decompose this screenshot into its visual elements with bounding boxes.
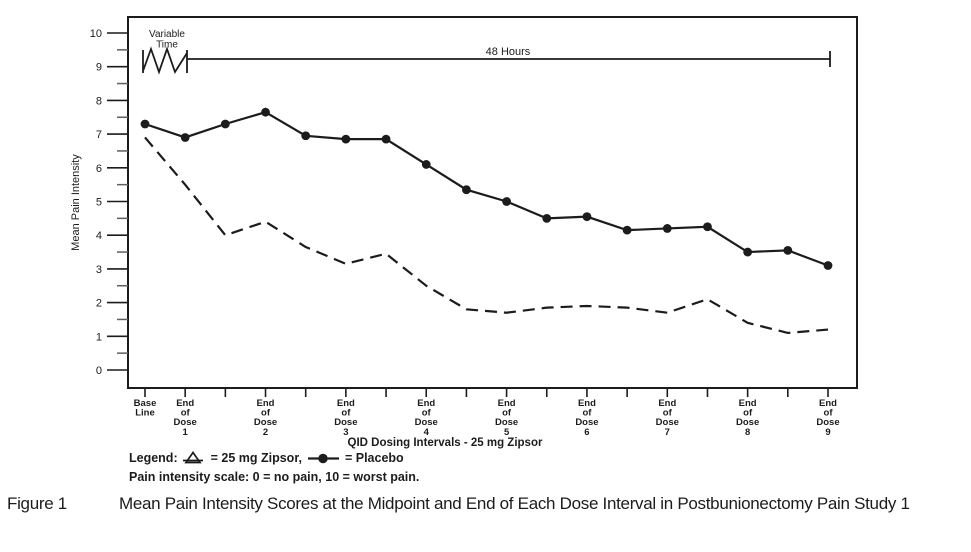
variable-time-label: Variable — [149, 29, 185, 40]
x-tick-label: End — [498, 398, 516, 409]
x-tick-label: 7 — [665, 427, 670, 438]
x-tick-label: Dose — [174, 417, 197, 428]
chart-legend: Legend: = 25 mg Zipsor, = Placebo — [129, 450, 404, 466]
plot-frame — [127, 16, 858, 389]
data-point-marker — [823, 261, 833, 270]
data-point-marker — [220, 119, 230, 129]
data-point-marker — [582, 212, 592, 222]
data-point-marker — [462, 185, 471, 195]
y-tick-label: 10 — [90, 28, 102, 40]
x-axis-title: QID Dosing Intervals - 25 mg Zipsor — [348, 437, 543, 449]
legend-zipsor-label: = 25 mg Zipsor, — [210, 451, 302, 465]
data-point-marker — [542, 213, 552, 223]
x-tick-label: Dose — [334, 417, 357, 428]
x-tick-label: Dose — [816, 417, 839, 428]
figure-caption: Figure 1 Mean Pain Intensity Scores at t… — [7, 493, 919, 515]
y-tick-label: 3 — [96, 264, 102, 276]
x-tick-label: Line — [135, 408, 155, 419]
y-axis: 0 1 2 3 4 5 6 7 8 9 10 — [90, 28, 128, 377]
x-tick-label: of — [743, 408, 753, 419]
x-tick-label: Base — [134, 398, 157, 409]
legend-prefix: Legend: — [129, 451, 178, 465]
data-point-marker — [743, 247, 753, 257]
x-tick-label: 6 — [584, 427, 589, 438]
x-tick-label: Dose — [736, 417, 759, 428]
x-tick-label: Dose — [656, 417, 679, 428]
data-point-marker — [381, 134, 391, 144]
data-point-marker — [502, 197, 511, 206]
x-tick-label: End — [257, 398, 275, 409]
x-tick-label: Dose — [575, 417, 598, 428]
figure-caption-text: Mean Pain Intensity Scores at the Midpoi… — [119, 494, 910, 513]
data-point-marker — [301, 131, 311, 141]
x-tick-label: 9 — [825, 427, 830, 438]
data-point-marker — [703, 222, 712, 232]
x-tick-label: End — [819, 398, 837, 409]
x-tick-label: of — [181, 408, 191, 419]
series-placebo — [140, 107, 833, 270]
series-line — [144, 136, 829, 335]
x-tick-label: of — [582, 408, 592, 419]
x-tick-label: of — [422, 408, 432, 419]
x-tick-label: of — [502, 408, 512, 419]
x-tick-label: of — [824, 408, 834, 419]
data-point-marker — [341, 134, 351, 144]
x-tick-label: 5 — [504, 427, 510, 438]
data-point-marker — [180, 133, 190, 142]
data-point-marker — [662, 224, 672, 233]
duration-bracket-line — [187, 51, 831, 67]
x-tick-label: End — [578, 398, 596, 409]
x-tick-label: End — [337, 398, 355, 409]
x-tick-label: End — [176, 398, 194, 409]
y-axis-title: Mean Pain Intensity — [70, 154, 82, 251]
x-tick-label: Dose — [415, 417, 438, 428]
series-line — [144, 111, 829, 267]
zipsor-series-icon — [182, 451, 203, 464]
pain-scale-note: Pain intensity scale: 0 = no pain, 10 = … — [129, 470, 420, 484]
x-tick-label: 8 — [745, 427, 750, 438]
figure-label: Figure 1 — [7, 494, 67, 513]
x-tick-label: of — [341, 408, 351, 419]
x-tick-label: End — [739, 398, 757, 409]
x-tick-label: 4 — [424, 427, 430, 438]
x-tick-label: of — [261, 408, 271, 419]
x-axis: BaseLineEndofDose1EndofDose2EndofDose3En… — [134, 388, 840, 438]
series-25-mg-zipsor — [144, 136, 829, 335]
y-tick-label: 5 — [96, 197, 102, 209]
y-tick-label: 7 — [96, 129, 102, 141]
legend-placebo-label: = Placebo — [344, 451, 404, 465]
x-tick-label: of — [663, 408, 673, 419]
x-tick-label: 2 — [263, 427, 268, 438]
x-tick-label: Dose — [495, 417, 518, 428]
x-tick-label: End — [417, 398, 435, 409]
x-tick-label: 3 — [343, 427, 348, 438]
data-point-marker — [140, 119, 150, 129]
y-tick-label: 2 — [96, 298, 102, 310]
y-tick-label: 9 — [96, 62, 102, 74]
x-tick-label: End — [658, 398, 676, 409]
y-tick-label: 6 — [96, 163, 102, 175]
y-tick-label: 8 — [96, 95, 102, 107]
data-point-marker — [622, 225, 632, 235]
data-point-marker — [783, 245, 793, 255]
x-tick-label: 1 — [183, 427, 189, 438]
y-tick-label: 4 — [96, 230, 102, 242]
x-tick-label: Dose — [254, 417, 277, 428]
data-point-marker — [261, 107, 270, 117]
data-point-marker — [421, 160, 431, 169]
variable-time-label: Time — [156, 40, 178, 51]
y-tick-label: 0 — [96, 365, 102, 377]
variable-time-zigzag — [142, 46, 188, 75]
y-tick-label: 1 — [96, 331, 102, 343]
placebo-series-icon — [307, 453, 339, 463]
duration-bracket-label: 48 Hours — [486, 46, 531, 58]
